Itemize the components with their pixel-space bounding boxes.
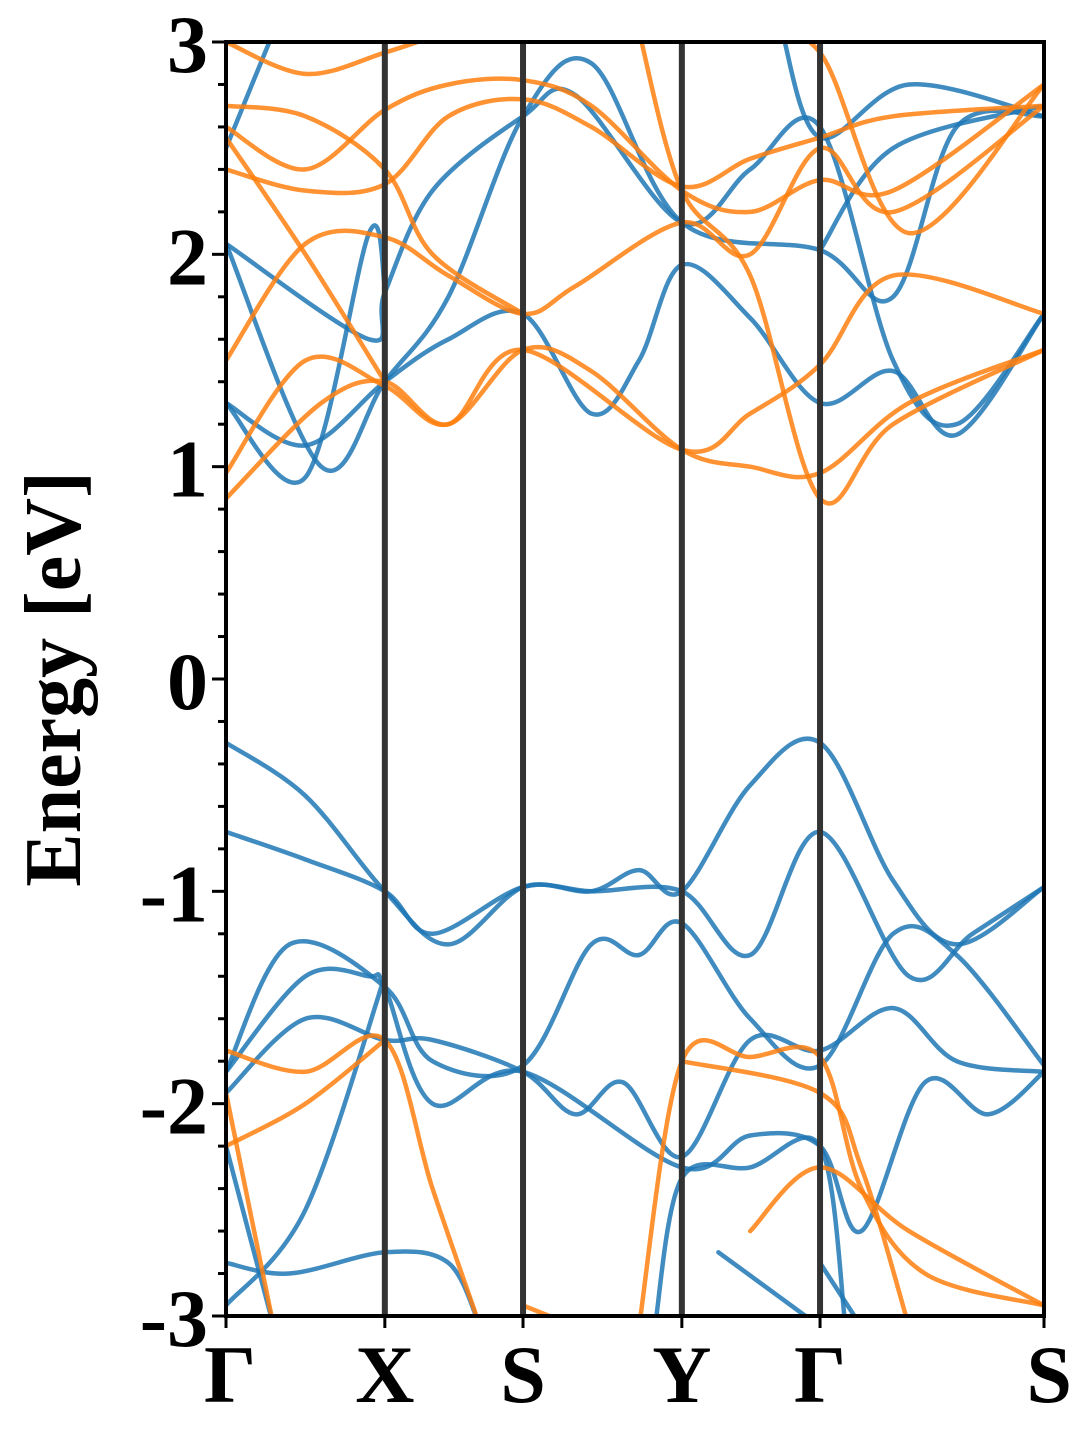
band-spin-up-8 (654, 1135, 847, 1316)
band-spin-down-13 (226, 1090, 274, 1316)
band-spin-up-0 (226, 736, 1044, 947)
band-spin-down-27 (226, 103, 1044, 363)
band-spin-down-30 (226, 103, 526, 317)
y-tick-label: -3 (140, 1273, 208, 1364)
band-spin-down-25 (226, 344, 1044, 480)
y-axis-ticks: -3 -2 -1 0 1 2 3 (140, 0, 226, 1364)
x-tick-label: Γ (204, 1329, 256, 1420)
band-spin-up-18 (226, 261, 1044, 448)
kpoint-divider-lines (381, 42, 824, 1316)
x-tick-label: Γ (794, 1329, 846, 1420)
x-tick-label: X (355, 1329, 414, 1420)
x-tick-label: S (1026, 1329, 1072, 1420)
x-tick-label: Y (652, 1329, 711, 1420)
band-spin-down-33 (639, 42, 1044, 506)
y-tick-label: 3 (167, 0, 208, 90)
band-spin-up-7 (226, 974, 388, 1308)
band-spin-up-2 (226, 919, 1044, 1079)
y-tick-label: 2 (167, 211, 208, 302)
band-spin-up-23 (782, 42, 1044, 141)
y-tick-label: -2 (140, 1061, 208, 1152)
band-spin-down-31 (226, 135, 388, 384)
band-spin-up-9 (716, 1250, 810, 1316)
y-tick-label: 0 (167, 636, 208, 727)
band-spin-up-19 (226, 55, 1044, 473)
y-tick-label: 1 (167, 424, 208, 515)
band-spin-down-11 (226, 1033, 479, 1316)
band-lines (226, 42, 1044, 1316)
band-spin-down-17 (747, 1165, 1044, 1308)
band-spin-up-4 (226, 966, 1044, 1235)
band-spin-down-28 (226, 96, 1044, 196)
x-tick-label: S (500, 1329, 546, 1420)
band-spin-up-3 (226, 1005, 1044, 1160)
band-spin-down-16 (679, 1058, 909, 1316)
band-spin-down-32 (226, 42, 425, 77)
band-spin-down-26 (226, 272, 1044, 501)
band-spin-down-29 (226, 76, 1044, 215)
band-spin-down-12 (226, 1037, 388, 1149)
y-tick-label: -1 (140, 848, 208, 939)
band-spin-down-34 (805, 42, 1044, 236)
y-axis-label: Energy [eV] (10, 471, 98, 886)
